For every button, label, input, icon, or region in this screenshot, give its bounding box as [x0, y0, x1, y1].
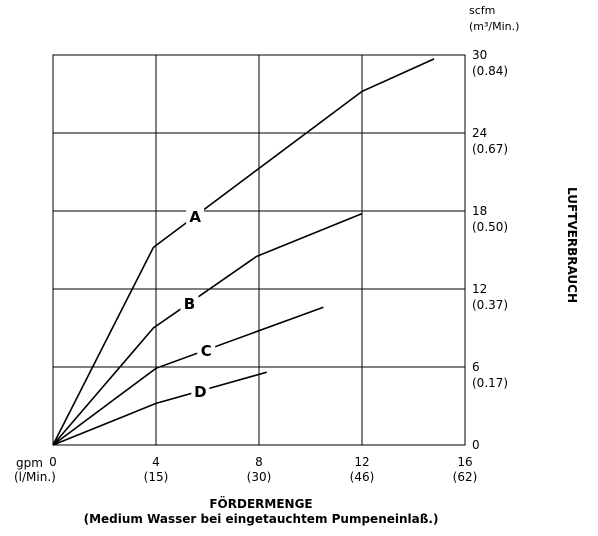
series-line-c	[52, 306, 324, 446]
x-tick-label: 8	[255, 455, 263, 469]
y-tick-label: 24	[472, 126, 487, 140]
series-label-d: D	[194, 383, 206, 401]
series-label-mask	[191, 379, 210, 402]
y-tick-sublabel: (0.84)	[472, 64, 508, 78]
x-axis-ticks: 0 4(15) 8(30) 12(46) 16(62)	[49, 455, 477, 484]
y-unit-primary: scfm	[469, 4, 495, 17]
y-tick-label: 30	[472, 48, 487, 62]
y-unit-secondary: (m³/Min.)	[469, 20, 519, 33]
series-label-a: A	[189, 208, 201, 226]
y-tick-label: 18	[472, 204, 487, 218]
series-line-b	[52, 212, 363, 446]
series-label-b: B	[184, 295, 195, 313]
series-line-d	[52, 371, 267, 446]
x-tick-sublabel: (46)	[350, 470, 375, 484]
y-axis-title: LUFTVERBRAUCH	[565, 187, 579, 303]
grid-lines	[52, 54, 466, 446]
x-unit-secondary: (l/Min.)	[14, 470, 56, 484]
series-lines	[52, 58, 435, 446]
y-tick-label: 12	[472, 282, 487, 296]
series-label-mask	[186, 205, 205, 228]
y-tick-label: 6	[472, 360, 480, 374]
y-tick-sublabel: (0.50)	[472, 220, 508, 234]
series-label-mask	[197, 338, 216, 361]
series-labels: A B C D	[180, 205, 216, 402]
x-tick-sublabel: (30)	[247, 470, 272, 484]
y-tick-sublabel: (0.67)	[472, 142, 508, 156]
series-label-c: C	[201, 342, 212, 360]
x-tick-sublabel: (15)	[144, 470, 169, 484]
x-tick-label: 16	[457, 455, 472, 469]
series-label-mask	[180, 291, 199, 314]
x-unit-primary: gpm	[16, 456, 43, 470]
y-tick-label: 0	[472, 438, 480, 452]
y-axis-ticks: 0 6 (0.17) 12 (0.37) 18 (0.50) 24 (0.67) 30 (0.84)	[472, 48, 508, 452]
x-tick-sublabel: (62)	[453, 470, 478, 484]
x-tick-label: 4	[152, 455, 160, 469]
y-tick-sublabel: (0.17)	[472, 376, 508, 390]
y-tick-sublabel: (0.37)	[472, 298, 508, 312]
series-line-a	[52, 58, 435, 446]
x-tick-label: 12	[354, 455, 369, 469]
x-tick-label: 0	[49, 455, 57, 469]
x-axis-subtitle: (Medium Wasser bei eingetauchtem Pumpene…	[84, 512, 439, 526]
x-axis-title: FÖRDERMENGE	[209, 496, 312, 511]
